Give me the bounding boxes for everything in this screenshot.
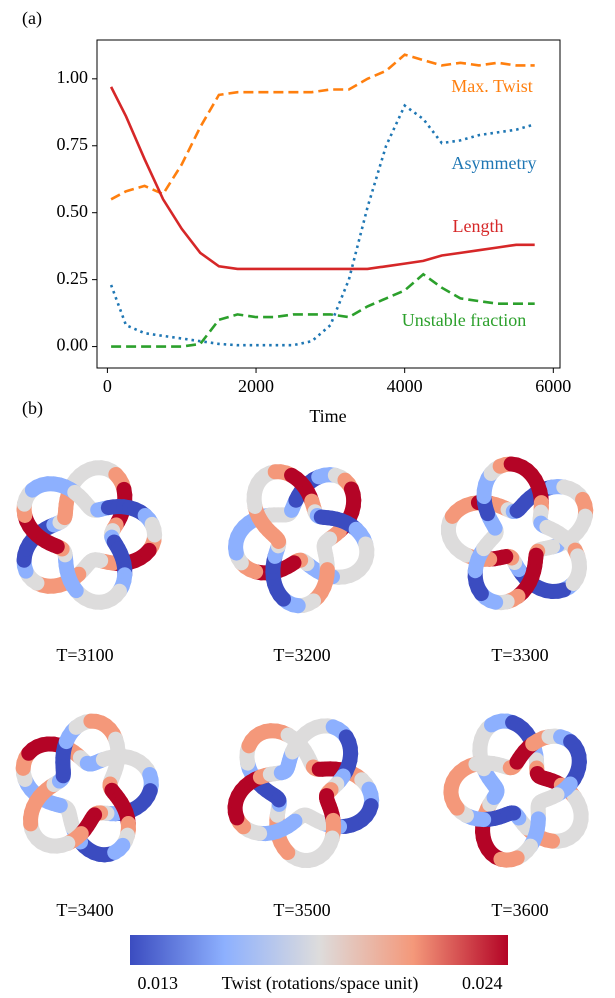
knot-segment [107,841,127,860]
series-label: Asymmetry [452,153,537,173]
x-tick-label: 6000 [535,376,571,396]
knot [227,718,380,869]
x-tick-label: 2000 [238,376,274,396]
x-axis-label: Time [309,406,346,426]
snapshot-caption: T=3200 [273,645,330,665]
knot [16,460,163,610]
knot-segment [300,851,322,869]
knot-segment [565,571,584,592]
x-tick-label: 0 [103,376,112,396]
knot-segment [357,547,375,569]
knot [443,713,589,868]
snapshot-caption: T=3100 [56,645,113,665]
panel-label: (b) [22,398,43,419]
snapshot-caption: T=3300 [491,645,548,665]
y-tick-label: 0.75 [57,134,89,154]
panel-label: (a) [22,8,42,29]
colorbar [130,935,508,965]
plot-frame [96,39,561,369]
y-tick-label: 0.50 [57,201,89,221]
series-label: Length [453,216,504,236]
colorbar-tick-label: 0.024 [462,973,503,993]
series-line [110,53,535,201]
x-tick-label: 4000 [387,376,423,396]
colorbar-tick-label: 0.013 [138,973,179,993]
colorbar-label: Twist (rotations/space unit) [222,973,419,994]
knot-segment [146,522,163,543]
y-tick-label: 1.00 [57,67,89,87]
snapshot-caption: T=3400 [56,900,113,920]
knot [15,713,159,863]
series-line [109,86,535,271]
y-tick-label: 0.00 [57,335,89,355]
knot [440,456,594,611]
series-label: Max. Twist [451,76,532,96]
y-tick-label: 0.25 [57,268,89,288]
series-line [111,272,535,348]
series-label: Unstable fraction [402,310,526,330]
knot [228,464,375,614]
knot-segment [493,851,514,868]
snapshot-caption: T=3600 [491,900,548,920]
snapshot-caption: T=3500 [273,900,330,920]
